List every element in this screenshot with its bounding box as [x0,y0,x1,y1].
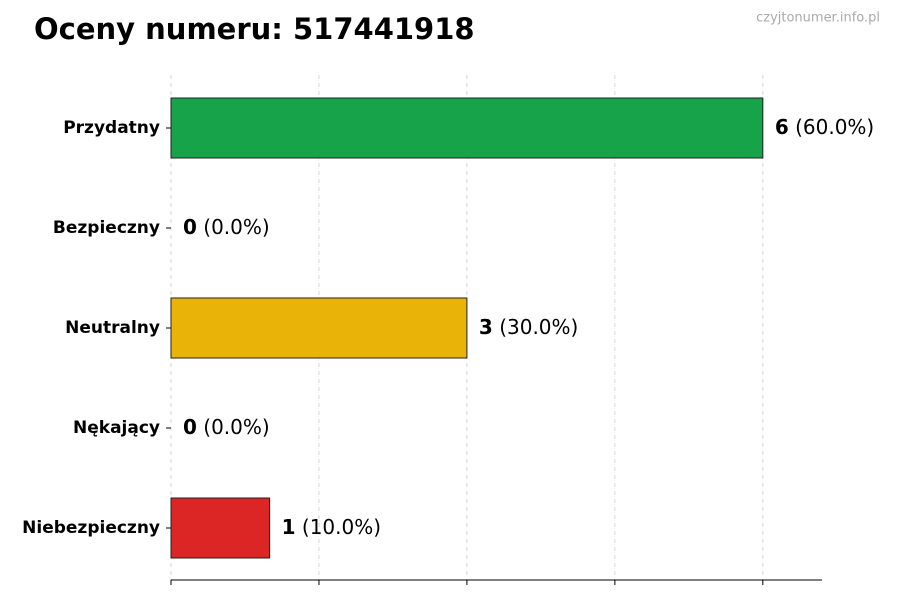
value-label: 0 (0.0%) [183,215,270,239]
value-number: 0 [183,415,197,439]
percent-label: (10.0%) [302,515,381,539]
percent-label: (0.0%) [203,215,269,239]
value-number: 3 [479,315,493,339]
watermark: czyjtonumer.info.pl [756,11,880,26]
y-tick-label: Niebezpieczny [22,518,160,538]
value-label: 6 (60.0%) [775,115,874,139]
bar [170,297,468,359]
percent-label: (0.0%) [203,415,269,439]
y-tick-label: Nękający [73,418,160,438]
value-number: 1 [282,515,296,539]
chart-title: Oceny numeru: 517441918 [34,12,475,46]
percent-label: (60.0%) [795,115,874,139]
y-tick-label: Przydatny [63,118,160,138]
value-label: 1 (10.0%) [282,515,381,539]
y-tick-label: Bezpieczny [53,218,160,238]
value-label: 0 (0.0%) [183,415,270,439]
bar [170,97,764,159]
bar [170,497,271,559]
percent-label: (30.0%) [499,315,578,339]
value-number: 6 [775,115,789,139]
value-number: 0 [183,215,197,239]
value-label: 3 (30.0%) [479,315,578,339]
y-tick-label: Neutralny [65,318,160,338]
